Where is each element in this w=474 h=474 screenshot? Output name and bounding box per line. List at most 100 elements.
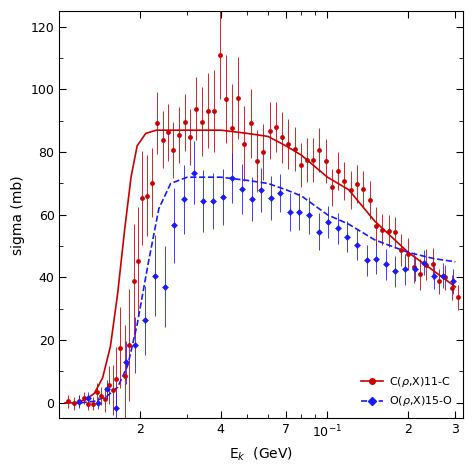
Point	[109, 386, 117, 393]
Point	[210, 107, 218, 115]
Point	[159, 136, 166, 144]
Point	[75, 397, 82, 405]
Point	[247, 119, 255, 127]
Point	[235, 94, 242, 101]
Legend: C($\rho$,X)11-C, O($\rho$,X)15-O: C($\rho$,X)11-C, O($\rho$,X)15-O	[357, 371, 457, 413]
Point	[238, 185, 246, 192]
Point	[435, 277, 443, 285]
Point	[132, 341, 139, 349]
Point	[315, 228, 322, 236]
Point	[291, 146, 299, 153]
Point	[200, 197, 207, 205]
Point	[105, 382, 113, 389]
Point	[170, 146, 177, 154]
Point	[192, 105, 200, 112]
Point	[190, 169, 198, 177]
Point	[180, 195, 188, 203]
Point	[125, 341, 133, 349]
Point	[454, 293, 462, 301]
Point	[84, 394, 92, 402]
Point	[378, 226, 386, 234]
Point	[341, 177, 348, 184]
Point	[360, 186, 367, 193]
Point	[219, 193, 226, 201]
Point	[303, 156, 310, 164]
Point	[84, 400, 92, 407]
Point	[297, 162, 305, 169]
Point	[75, 398, 82, 405]
Point	[423, 261, 430, 269]
Point	[353, 180, 361, 188]
Point	[439, 272, 447, 280]
Point	[322, 157, 329, 164]
Point	[161, 283, 168, 291]
Point	[286, 208, 294, 216]
Point	[267, 194, 274, 202]
Point	[266, 127, 273, 134]
Point	[94, 399, 101, 407]
Point	[141, 317, 149, 324]
Point	[420, 259, 428, 266]
Point	[64, 398, 72, 405]
Y-axis label: sigma (mb): sigma (mb)	[11, 175, 25, 255]
Point	[416, 271, 424, 278]
Point	[276, 189, 284, 197]
Point	[316, 146, 323, 154]
Point	[138, 194, 146, 202]
Point	[363, 256, 371, 264]
Point	[209, 197, 217, 205]
Point	[112, 404, 120, 411]
Point	[397, 246, 405, 254]
Point	[144, 192, 151, 200]
Point	[89, 400, 96, 407]
Point	[181, 118, 188, 126]
Point	[112, 375, 120, 383]
Point	[411, 265, 419, 273]
Point	[187, 133, 194, 141]
Point	[284, 140, 292, 148]
Point	[130, 277, 137, 284]
Point	[134, 257, 142, 264]
Point	[198, 118, 206, 126]
Point	[404, 250, 411, 258]
Point	[253, 157, 261, 164]
Point	[97, 392, 105, 400]
Point	[385, 227, 392, 235]
Point	[334, 167, 342, 175]
Point	[151, 272, 159, 279]
Point	[353, 241, 361, 249]
Point	[154, 119, 161, 127]
Point	[310, 156, 317, 164]
Point	[170, 221, 178, 229]
Point	[222, 95, 230, 103]
Point	[228, 174, 236, 182]
Point	[382, 261, 390, 268]
Point	[164, 128, 172, 136]
Point	[347, 186, 355, 193]
Point	[391, 228, 399, 236]
Point	[248, 195, 255, 202]
Point	[441, 273, 449, 281]
Point	[430, 273, 438, 280]
Point	[216, 51, 224, 59]
Point	[204, 107, 212, 114]
Point	[366, 196, 374, 203]
Point	[80, 394, 87, 402]
Point	[448, 284, 456, 292]
Point	[117, 344, 124, 352]
Point	[175, 131, 182, 138]
Point	[148, 179, 156, 187]
Point	[296, 208, 303, 215]
Point	[325, 218, 332, 226]
Point	[305, 211, 313, 219]
Point	[93, 389, 100, 396]
Point	[373, 255, 380, 263]
Point	[103, 385, 110, 393]
Point	[372, 222, 380, 229]
Point	[70, 400, 77, 407]
Point	[122, 359, 130, 366]
X-axis label: E$_k$  (GeV): E$_k$ (GeV)	[229, 446, 293, 463]
Point	[121, 372, 128, 379]
Point	[278, 134, 286, 141]
Point	[334, 225, 342, 232]
